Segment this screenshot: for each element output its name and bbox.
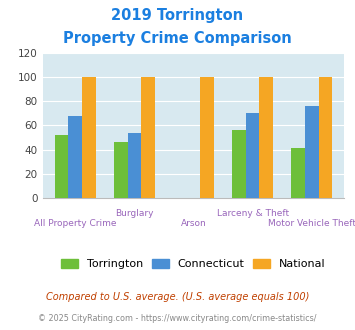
Text: Burglary: Burglary bbox=[115, 209, 154, 218]
Bar bbox=[305, 106, 319, 198]
Bar bbox=[55, 135, 68, 198]
Text: Compared to U.S. average. (U.S. average equals 100): Compared to U.S. average. (U.S. average … bbox=[46, 292, 309, 302]
Bar bbox=[260, 77, 273, 198]
Text: Property Crime Comparison: Property Crime Comparison bbox=[63, 31, 292, 46]
Bar bbox=[291, 148, 305, 198]
Legend: Torrington, Connecticut, National: Torrington, Connecticut, National bbox=[57, 254, 330, 274]
Bar bbox=[114, 142, 127, 198]
Bar bbox=[127, 133, 141, 198]
Text: Motor Vehicle Theft: Motor Vehicle Theft bbox=[268, 218, 355, 228]
Bar bbox=[319, 77, 332, 198]
Bar bbox=[69, 116, 82, 198]
Bar bbox=[82, 77, 95, 198]
Text: Larceny & Theft: Larceny & Theft bbox=[217, 209, 289, 218]
Text: © 2025 CityRating.com - https://www.cityrating.com/crime-statistics/: © 2025 CityRating.com - https://www.city… bbox=[38, 314, 317, 323]
Bar bbox=[141, 77, 155, 198]
Bar bbox=[246, 113, 260, 198]
Bar bbox=[200, 77, 214, 198]
Bar bbox=[232, 130, 246, 198]
Text: All Property Crime: All Property Crime bbox=[34, 218, 116, 228]
Text: Arson: Arson bbox=[181, 218, 206, 228]
Text: 2019 Torrington: 2019 Torrington bbox=[111, 8, 244, 23]
